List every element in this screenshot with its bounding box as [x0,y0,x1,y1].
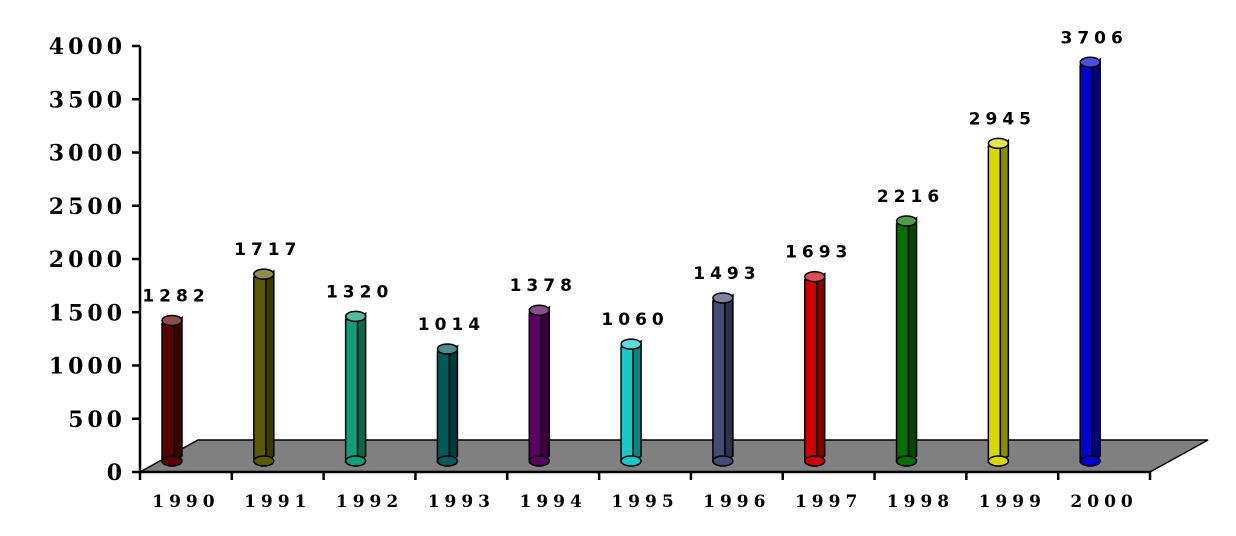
data-label: 1378 [510,276,577,296]
bar-body [712,300,726,463]
bar-body [987,145,1002,463]
y-tick-label: 1000 [49,354,126,380]
x-tick-label: 1990 [152,492,219,512]
y-tick-label: 0 [107,460,126,486]
bar-side [356,311,367,464]
y-tick-label: 500 [68,407,126,433]
x-tick-label: 1996 [703,492,770,512]
bar-base [1079,455,1101,467]
chart-floor [139,439,1209,473]
chart-bars [161,56,1101,467]
bar-top [1079,56,1101,69]
bar-top [620,338,642,350]
bar-body [253,276,267,463]
bar-top [253,268,275,280]
data-label: 1060 [601,310,668,330]
bar-base [161,455,183,467]
floor-plane [139,439,1209,473]
bar-top [895,215,918,227]
data-label: 1493 [693,264,760,284]
data-label: 2945 [969,109,1036,129]
bar-1992 [344,310,367,467]
data-label: 1320 [326,282,393,302]
x-tick-label: 2000 [1070,492,1137,512]
data-label: 1014 [418,315,485,335]
data-label: 2216 [877,187,944,207]
bar-base [987,455,1010,467]
bar-1995 [620,338,642,467]
bar-side [815,272,826,464]
bar-top [528,304,551,316]
data-label: 1282 [142,286,209,306]
bar-1994 [528,304,551,467]
bar-2000 [1079,56,1101,467]
y-tick-label: 1500 [49,300,126,326]
bar-body [1079,64,1093,463]
bar-side [173,315,183,464]
bar-base [528,455,551,467]
x-tick-label: 1997 [795,492,862,512]
bar-1999 [987,137,1010,467]
bar-top [344,310,367,323]
bar-1991 [253,268,275,467]
bar-side [540,305,551,464]
x-tick-label: 1999 [979,492,1046,512]
bar-body [528,312,543,463]
bar-base [253,455,275,467]
bar-side [265,269,275,464]
bar-body [895,223,910,463]
bar-base [620,455,642,467]
bar-body [620,346,634,463]
bar-body [344,318,359,463]
bar-1993 [436,343,459,467]
bar-side [1091,57,1101,464]
bar-top [436,343,459,355]
bar-top [803,270,826,283]
bar-side [632,339,642,464]
bar-side [907,216,918,464]
y-tick-label: 3500 [49,87,126,113]
bar-top [987,137,1010,150]
bar-body [436,351,451,463]
x-tick-label: 1993 [428,492,495,512]
y-tick-label: 4000 [49,34,126,60]
y-tick-label: 2500 [49,194,126,220]
x-tick-label: 1992 [336,492,403,512]
x-tick-label: 1998 [887,492,954,512]
bar-1997 [803,270,826,467]
bar-1990 [161,314,183,467]
bar-body [803,278,818,463]
y-tick-label: 3000 [49,141,126,167]
bar-side [724,293,734,464]
bar-side [999,138,1010,464]
chart-labels: 0 500 1000 1500 2000 2500 3000 3500 4000 1282 1990… [49,28,1137,512]
bar-base [436,455,459,467]
y-tick-label: 2000 [49,247,126,273]
bar-1996 [712,292,734,467]
bar-side [448,344,459,464]
bar-base [712,455,734,467]
x-tick-label: 1991 [244,492,311,512]
bar-top [161,314,183,327]
bar-body [161,322,175,463]
x-tick-label: 1995 [611,492,678,512]
bar-1998 [895,215,918,467]
bar-top [712,292,734,304]
bar-base [344,455,367,467]
data-label: 3706 [1061,28,1128,48]
data-label: 1693 [785,243,852,263]
chart-axes [132,44,1152,480]
bar-base [803,455,826,467]
x-tick-label: 1994 [520,492,587,512]
data-label: 1717 [234,240,301,260]
bar-base [895,455,918,467]
